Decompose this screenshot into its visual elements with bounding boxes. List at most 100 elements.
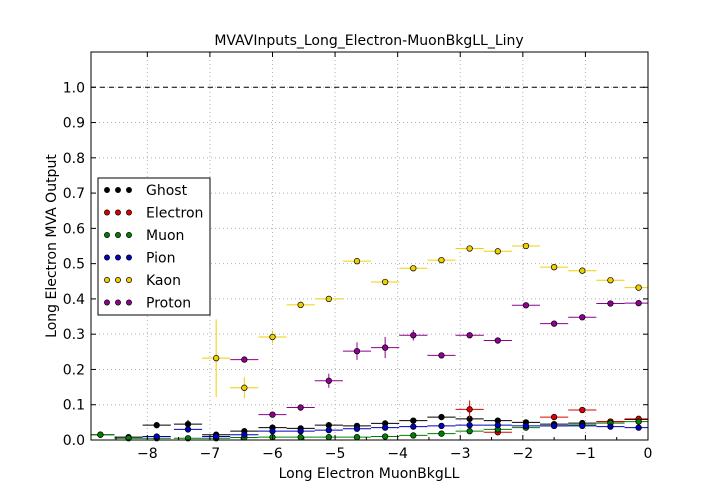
legend-marker [126,187,132,193]
legend-marker [115,187,121,193]
data-point [381,278,389,286]
legend-label: Electron [146,206,203,222]
y-tick-label: 0.0 [63,433,85,449]
x-tick-label: −2 [513,446,534,462]
data-point [325,295,332,303]
legend-marker [104,187,110,193]
y-tick-label: 0.1 [63,398,85,414]
legend-label: Pion [146,251,175,267]
data-point [269,428,276,435]
data-point [241,356,248,363]
data-point [184,420,192,428]
legend-marker [104,232,110,238]
y-tick-label: 0.7 [63,186,85,202]
data-point [325,426,332,434]
data-point [353,258,361,265]
data-point [466,406,473,413]
x-tick-label: 0 [644,446,653,462]
legend-entry-kaon: Kaon [104,273,181,289]
data-point [353,434,361,441]
x-tick-label: −5 [325,446,346,462]
data-point [438,352,445,359]
y-tick-label: 0.5 [63,257,85,273]
x-axis-label: Long Electron MuonBkgLL [279,466,460,482]
data-point [438,422,445,430]
legend: Ghost Electron Muon Pion Kaon Proton [97,177,211,316]
series-layer [91,242,648,442]
data-point [241,431,248,438]
legend-marker [104,299,110,306]
data-point [466,245,473,252]
data-point [438,413,445,421]
data-point [353,347,361,355]
data-point [410,423,417,430]
data-point [466,422,473,429]
data-point [550,264,558,271]
data-point [579,267,586,274]
y-tick-label: 0.3 [63,327,85,343]
legend-entry-ghost: Ghost [104,183,188,199]
data-point [325,434,332,441]
series-kaon [202,242,648,399]
legend-marker [126,209,132,216]
data-point [297,404,304,411]
data-point [466,332,473,339]
data-point [297,434,304,441]
data-point [381,433,389,440]
data-point [297,301,304,309]
legend-label: Ghost [146,183,188,199]
legend-entry-muon: Muon [104,228,184,244]
legend-marker [126,299,132,306]
y-tick-label: 0.6 [63,221,85,237]
legend-entry-proton: Proton [104,296,191,312]
y-tick-label: 0.8 [63,151,85,167]
y-tick-label: 0.9 [63,116,85,132]
data-point [550,320,558,327]
data-point [410,432,417,439]
legend-marker [104,209,110,216]
legend-marker [115,299,121,306]
data-point [550,413,558,421]
data-point [381,344,389,351]
legend-label: Kaon [146,273,181,289]
data-point [607,277,614,284]
data-point [410,332,417,339]
legend-label: Muon [146,228,184,244]
data-point [522,242,530,250]
data-point [381,424,389,431]
data-point [438,430,445,437]
data-point [522,302,530,309]
y-tick-label: 0.2 [63,362,85,378]
legend-marker [126,277,132,283]
ticks: −8 −7 −6 −5 −4 −3 −2 −1 0 0.0 0.1 0.2 0.3 0.4 0.5 0.6 0.… [63,52,653,462]
data-point [607,423,614,430]
chart-title: MVAVInputs_Long_Electron-MuonBkgLL_Liny [214,33,523,49]
legend-marker [115,277,121,283]
data-point [353,425,361,432]
data-point [153,433,160,440]
data-point [522,422,530,430]
x-tick-label: −8 [137,446,158,462]
legend-entry-pion: Pion [104,251,175,267]
data-point [410,265,417,272]
legend-marker [104,254,110,261]
y-tick-label: 1.0 [63,80,85,96]
legend-marker [115,232,121,238]
x-tick-label: −3 [450,446,471,462]
data-point [579,406,586,414]
data-point [410,417,417,424]
y-tick-label: 0.4 [63,292,85,308]
legend-marker [104,277,110,283]
data-point [635,424,642,431]
legend-box [97,177,211,316]
data-point [607,300,614,307]
legend-marker [126,254,132,261]
legend-marker [115,254,121,261]
data-point [466,428,473,435]
data-point [494,422,501,429]
data-point [635,284,642,291]
legend-marker [126,232,132,238]
data-point [635,299,642,307]
data-point [241,384,248,391]
